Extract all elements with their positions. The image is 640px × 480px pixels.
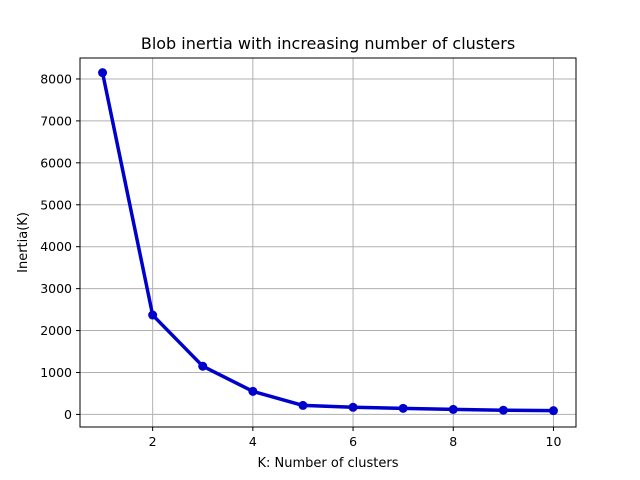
data-point-marker <box>548 406 558 416</box>
y-tick-label: 5000 <box>40 197 72 212</box>
data-point-marker <box>398 403 408 413</box>
y-tick-label: 4000 <box>40 239 72 254</box>
y-tick-label: 0 <box>64 407 72 422</box>
y-tick-label: 2000 <box>40 323 72 338</box>
y-tick-label: 3000 <box>40 281 72 296</box>
y-tick-label: 8000 <box>40 71 72 86</box>
data-point-marker <box>298 400 308 410</box>
y-tick-label: 1000 <box>40 365 72 380</box>
axis-ticks: 2 4 6 8 10 0 1000 2000 3000 4000 5000 6000 7000 8000 <box>40 71 561 449</box>
y-tick-label: 6000 <box>40 155 72 170</box>
data-point-marker <box>198 361 208 371</box>
data-point-marker <box>148 310 158 320</box>
x-tick-label: 2 <box>149 434 157 449</box>
plot-area-frame <box>79 57 577 428</box>
data-point-marker <box>498 405 508 415</box>
grid-lines <box>80 58 576 427</box>
x-tick-label: 6 <box>349 434 357 449</box>
y-axis-label: Inertia(K) <box>16 212 31 273</box>
data-series <box>98 68 558 416</box>
series-line <box>100 70 556 413</box>
data-point-marker <box>448 404 458 414</box>
x-tick-label: 8 <box>449 434 457 449</box>
data-point-marker <box>248 386 258 396</box>
chart-title: Blob inertia with increasing number of c… <box>141 34 515 53</box>
y-tick-label: 7000 <box>40 113 72 128</box>
x-axis-label: K: Number of clusters <box>257 456 398 471</box>
data-point-marker <box>348 402 358 412</box>
x-tick-label: 10 <box>546 434 562 449</box>
x-tick-label: 4 <box>249 434 257 449</box>
data-point-marker <box>98 68 108 78</box>
